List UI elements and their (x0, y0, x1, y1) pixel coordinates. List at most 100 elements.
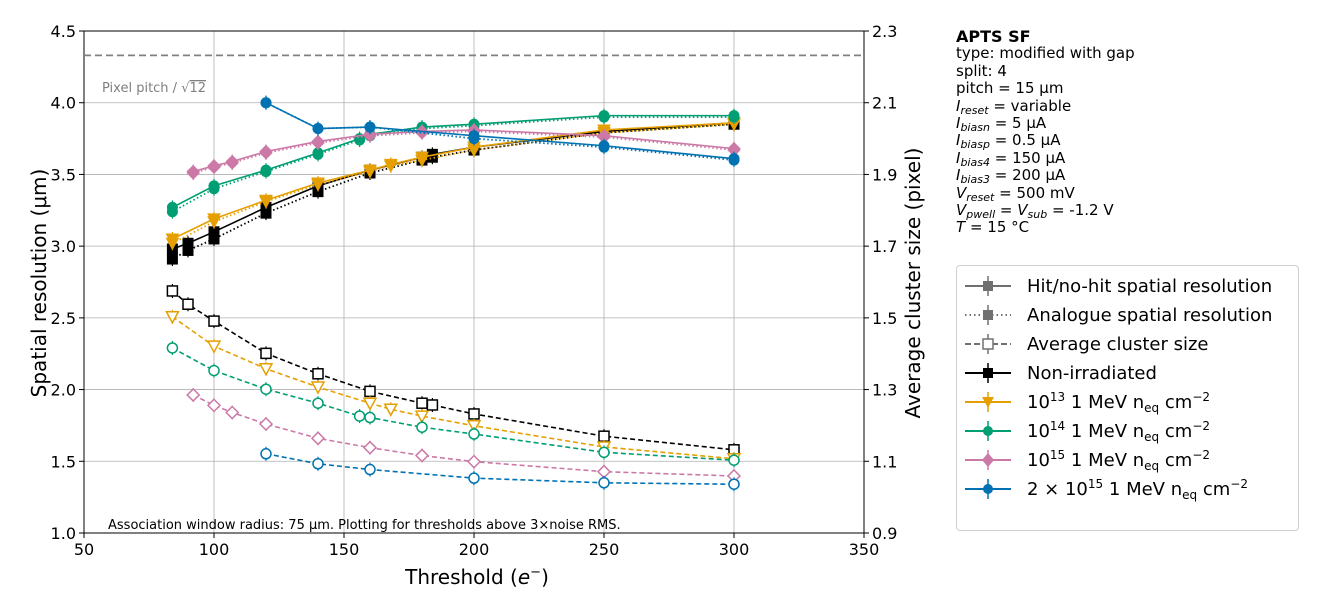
series-3-cluster-point-6 (414, 448, 430, 463)
legend-nonirr-label: Non-irradiated (1027, 362, 1157, 384)
legend-f13-cm: cm (1159, 391, 1193, 413)
pixel-pitch-label-prefix: Pixel pitch / √ (102, 81, 190, 96)
series-0-cluster-point-3 (260, 347, 272, 360)
legend-f2e15-exp: 15 (1087, 476, 1104, 491)
pixel-pitch-label: Pixel pitch / √12 (102, 81, 206, 96)
yl-tick-label-6: 4.0 (51, 94, 76, 113)
series-0-cluster-point-5 (364, 385, 376, 398)
series-4-hit-point-2 (364, 121, 376, 133)
series-0-cluster-point-2 (208, 315, 220, 327)
legend-f2e15-label: 2 × 1015 1 MeV neq cm−2 (1027, 476, 1248, 501)
parameter-info-box: APTS SF type: modified with gap split: 4… (956, 28, 1135, 237)
legend-f2e15-cmexp: −2 (1230, 476, 1248, 491)
x-tick-label-5: 300 (719, 540, 750, 559)
legend-f13-label: 1013 1 MeV neq cm−2 (1027, 389, 1211, 415)
legend-f15-label: 1015 1 MeV neq cm−2 (1027, 447, 1210, 473)
legend-f15-sub: eq (1144, 458, 1160, 473)
info-ibias4: Ibias4 = 150 μA (956, 148, 1066, 169)
series-1-hit-point-2 (259, 194, 273, 208)
series-1-hit-point-6 (415, 151, 429, 165)
legend-nonirr: Non-irradiated (963, 359, 1298, 387)
yr-tick-label-7: 2.3 (872, 22, 897, 41)
x-tick-label-3: 200 (459, 540, 490, 559)
series-3-hit-point-3 (259, 144, 273, 159)
series-2-cluster-point-5 (364, 411, 376, 424)
x-tick-label-0: 50 (74, 540, 94, 559)
series-3-hit-point-0 (186, 164, 200, 179)
legend-f15-unit: 1 MeV n (1070, 449, 1145, 471)
series-2 (166, 108, 740, 468)
legend-analogue-symbol (965, 305, 1011, 325)
legend-f13-ten: 10 (1027, 391, 1050, 413)
info-ibias3-value: 200 μA (1012, 166, 1066, 185)
series-3-cluster-line (192, 394, 735, 477)
yr-tick-label-4: 1.7 (872, 237, 897, 256)
yr-tick-label-5: 1.9 (872, 165, 897, 184)
legend-f13-sub: eq (1144, 400, 1160, 415)
legend-f13-cmexp: −2 (1192, 389, 1211, 404)
yl-tick-label-4: 3.0 (51, 237, 76, 256)
x-axis-label-sup: − (530, 565, 541, 580)
legend-f14: 1014 1 MeV neq cm−2 (963, 417, 1298, 445)
plot-area (84, 54, 864, 492)
yr-tick-label-1: 1.1 (872, 452, 897, 471)
y-axis-left-label: Spatial resolution (μm) (27, 169, 51, 398)
series-2-hit-point-9 (728, 110, 740, 122)
series-3-cluster-point-3 (258, 416, 274, 432)
legend-f13-unit: 1 MeV n (1070, 391, 1145, 413)
legend-f14-unit: 1 MeV n (1070, 420, 1145, 442)
x-axis-label-close: ) (541, 565, 549, 589)
series-0-cluster-point-1 (182, 298, 194, 310)
legend: Hit/no-hit spatial resolution Analogue s… (956, 265, 1299, 531)
series-0-cluster-point-0 (166, 285, 179, 297)
series-3-cluster-point-7 (466, 454, 482, 469)
legend-f14-cmexp: −2 (1192, 418, 1211, 433)
legend-f14-sub: eq (1144, 429, 1160, 444)
series-1-cluster-point-0 (165, 311, 180, 325)
series-2-cluster-point-1 (208, 364, 220, 377)
legend-cluster: Average cluster size (963, 330, 1298, 358)
legend-f14-symbol (965, 421, 1011, 441)
info-ibiasn: Ibiasn = 5 μA (956, 114, 1047, 135)
x-tick-label-6: 350 (849, 540, 880, 559)
legend-nonirr-symbol (965, 363, 1011, 383)
series-4-cluster-point-3 (468, 472, 480, 484)
yl-tick-label-1: 1.5 (51, 452, 76, 471)
series-2-cluster-line (172, 347, 735, 462)
info-ireset: Ireset = variable (956, 96, 1072, 117)
legend-f15-ten: 10 (1027, 449, 1050, 471)
x-tick-label-2: 150 (329, 540, 360, 559)
legend-f14-ten: 10 (1027, 420, 1050, 442)
x-tick-label-1: 100 (199, 540, 230, 559)
legend-f15-exp: 15 (1049, 447, 1066, 462)
series-3-hit-point-1 (207, 159, 221, 173)
legend-analogue-label: Analogue spatial resolution (1027, 304, 1273, 326)
series-0-cluster-point-6 (416, 397, 428, 409)
series-4-cluster-point-5 (728, 478, 740, 490)
series-3-cluster-point-5 (362, 440, 378, 455)
series-4-hit-point-3 (468, 130, 480, 142)
series-1-cluster-point-1 (206, 340, 222, 354)
yl-tick-label-5: 3.5 (51, 165, 76, 184)
legend-f2e15-symbol (965, 479, 1011, 499)
series-3-hit-line (192, 129, 735, 173)
series-1-hit-point-3 (311, 177, 325, 191)
info-split: split: 4 (956, 61, 1007, 80)
series-1-cluster-point-2 (258, 363, 274, 377)
legend-f14-cm: cm (1159, 420, 1193, 442)
legend-f2e15-prefix: 2 × 10 (1027, 478, 1088, 500)
legend-f13-exp: 13 (1049, 389, 1066, 404)
series-4-cluster-line (265, 452, 735, 486)
series-3 (186, 122, 742, 484)
series-1-cluster-point-4 (362, 397, 378, 411)
info-pitch: pitch = 15 μm (956, 79, 1064, 98)
series-3-cluster-point-0 (186, 387, 201, 403)
legend-f13-symbol (965, 392, 1011, 412)
series-4-cluster-point-4 (598, 477, 610, 489)
series-4-cluster-point-2 (364, 463, 376, 476)
info-vpwell-value: -1.2 V (1069, 201, 1114, 220)
x-axis-label-part1: Threshold ( (404, 565, 518, 589)
series-2-hit-line (172, 114, 734, 209)
info-ibiasp-value: 0.5 μA (1012, 131, 1061, 150)
info-vreset: Vreset = 500 mV (956, 183, 1075, 204)
